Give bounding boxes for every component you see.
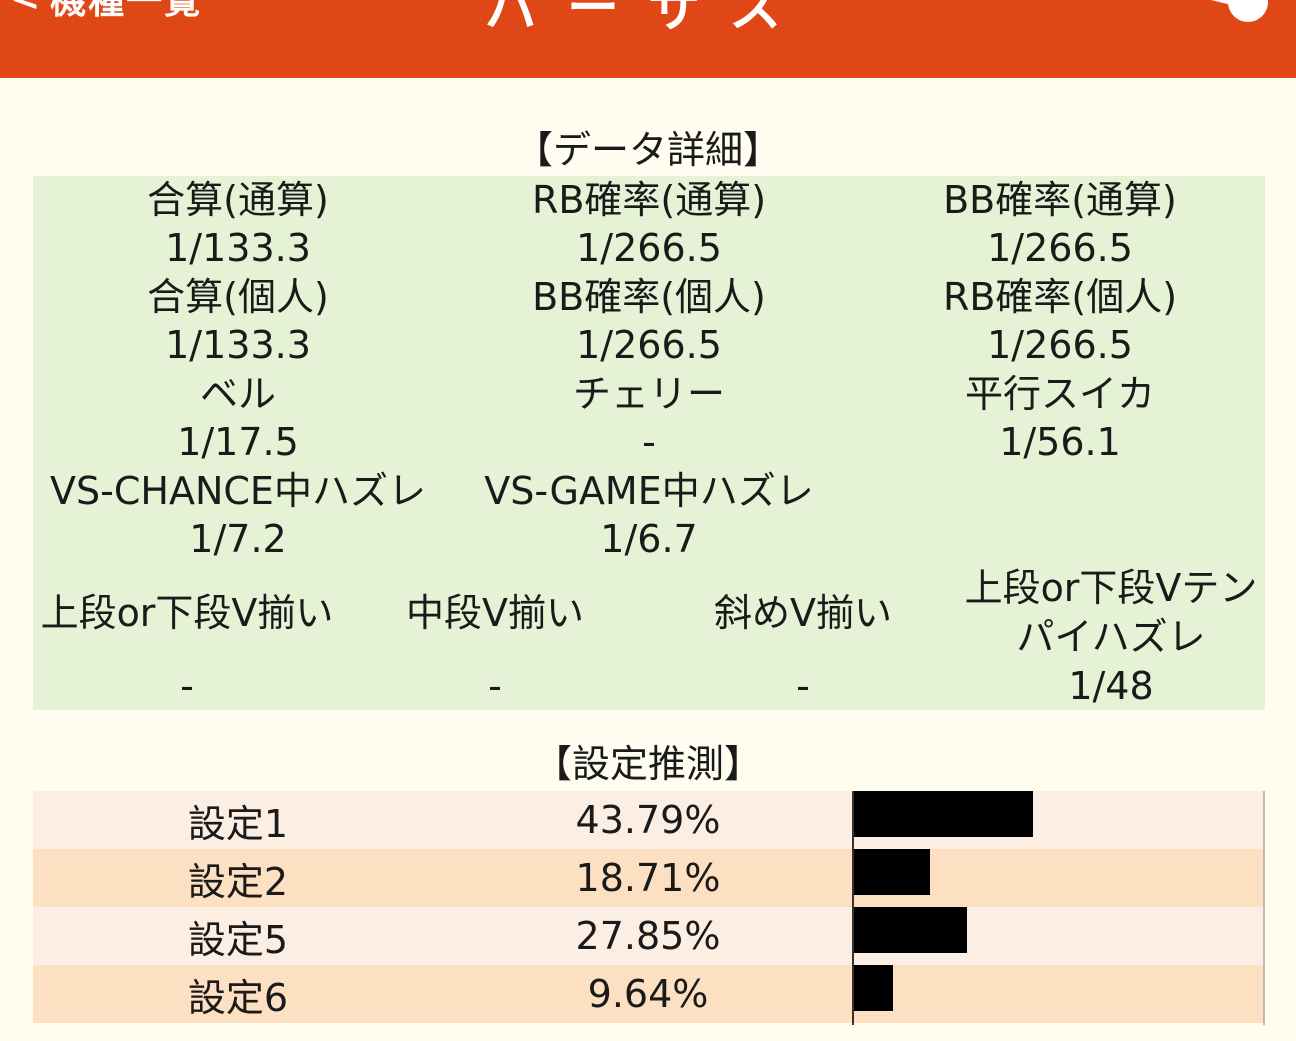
probability-bar (853, 849, 930, 895)
stat-value: 1/266.5 (576, 226, 722, 270)
stat-label: 合算(通算) (147, 178, 329, 222)
header-bar: < 機種一覧 バーサス (0, 0, 1296, 78)
table-row: 設定5 27.85% (33, 907, 1265, 965)
stat-value: 1/48 (1068, 664, 1154, 708)
stat-value: 1/17.5 (177, 420, 299, 464)
stat-label: 平行スイカ (964, 372, 1155, 416)
stat-value: 1/266.5 (987, 226, 1133, 270)
stat-value: - (180, 664, 194, 708)
stat-value: - (642, 420, 656, 464)
probability-bar (853, 907, 967, 953)
stat-label: RB確率(個人) (942, 275, 1178, 319)
stat-label: RB確率(通算) (531, 178, 767, 222)
table-row: 設定1 43.79% (33, 791, 1265, 849)
stat-value: 1/56.1 (999, 420, 1121, 464)
share-icon[interactable] (1150, 0, 1280, 46)
setting-percent: 43.79% (575, 798, 721, 842)
setting-label: 設定1 (187, 801, 289, 846)
stat-value: 1/6.7 (600, 517, 698, 561)
stat-value: 1/133.3 (165, 323, 311, 367)
stat-label: ベル (199, 372, 276, 416)
back-button[interactable]: < 機種一覧 (10, 0, 202, 24)
stat-label-line1: 上段or下段Vテン (964, 566, 1258, 610)
setting-percent: 27.85% (575, 914, 721, 958)
table-row: 設定2 18.71% (33, 849, 1265, 907)
stat-label: 合算(個人) (147, 275, 329, 319)
stat-value: - (796, 664, 810, 708)
estimate-table: 設定1 43.79% 設定2 18.71% 設定5 27.85% 設定6 9.6… (33, 791, 1265, 1023)
stat-label: BB確率(個人) (532, 275, 766, 319)
probability-bar (853, 965, 893, 1011)
estimate-title: 【設定推測】 (533, 742, 762, 786)
back-label: 機種一覧 (50, 0, 203, 22)
setting-percent: 9.64% (587, 972, 709, 1016)
stat-label: VS-CHANCE中ハズレ (50, 469, 426, 513)
stat-label: チェリー (572, 372, 725, 416)
stat-value: 1/7.2 (189, 517, 287, 561)
stat-label: BB確率(通算) (943, 178, 1177, 222)
stat-label: 中段V揃い (406, 591, 584, 635)
stat-label: 上段or下段V揃い (40, 591, 334, 635)
page-title: バーサス (485, 0, 811, 39)
stat-value: 1/133.3 (165, 226, 311, 270)
setting-label: 設定5 (187, 917, 289, 962)
stat-value: 1/266.5 (987, 323, 1133, 367)
stat-value: 1/266.5 (576, 323, 722, 367)
chevron-left-icon: < (10, 0, 42, 19)
table-row: 設定6 9.64% (33, 965, 1265, 1023)
stat-label: VS-GAME中ハズレ (484, 469, 814, 513)
data-detail-title: 【データ詳細】 (514, 128, 781, 172)
setting-percent: 18.71% (575, 856, 721, 900)
bar-axis-left (852, 791, 854, 1025)
data-detail-panel: 合算(通算) 1/133.3 RB確率(通算) 1/266.5 BB確率(通算)… (33, 176, 1265, 710)
probability-bar (853, 791, 1033, 837)
setting-label: 設定2 (187, 859, 289, 904)
stat-value: - (488, 664, 502, 708)
stat-label: 斜めV揃い (714, 591, 892, 635)
bar-axis-right (1263, 791, 1265, 1025)
setting-label: 設定6 (187, 975, 289, 1020)
stat-label-line2: パイハズレ (1016, 615, 1206, 659)
